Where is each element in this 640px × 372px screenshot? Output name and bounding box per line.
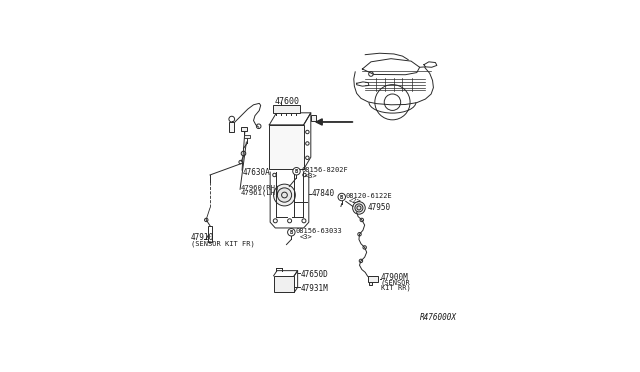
Text: <3>: <3> (305, 173, 317, 179)
Text: KIT RR): KIT RR) (381, 284, 411, 291)
Text: B: B (295, 169, 298, 174)
Bar (241, 127, 247, 131)
Text: <2>: <2> (349, 198, 362, 204)
Text: B: B (340, 195, 344, 199)
Text: 08156-8202F: 08156-8202F (301, 167, 348, 173)
Circle shape (287, 228, 295, 236)
Text: 47961(LH): 47961(LH) (241, 189, 280, 196)
Circle shape (272, 142, 291, 161)
Bar (273, 105, 300, 113)
Bar (367, 276, 378, 282)
Circle shape (355, 204, 363, 212)
Text: (SENSOR: (SENSOR (381, 279, 411, 286)
Circle shape (369, 72, 373, 76)
Text: 47910: 47910 (191, 234, 214, 243)
Text: (SENSOR KIT FR): (SENSOR KIT FR) (191, 240, 254, 247)
Bar (369, 282, 372, 285)
Bar (273, 276, 294, 292)
Text: 47960(RH): 47960(RH) (241, 184, 280, 190)
Circle shape (273, 184, 295, 206)
Text: 47900M: 47900M (381, 273, 409, 282)
Text: 47840: 47840 (312, 189, 335, 198)
Text: 47931M: 47931M (301, 283, 328, 293)
Text: <3>: <3> (300, 234, 312, 240)
Text: 47650D: 47650D (301, 270, 328, 279)
Text: 08120-6122E: 08120-6122E (346, 193, 392, 199)
Circle shape (277, 188, 292, 202)
Bar (229, 122, 234, 132)
Circle shape (292, 129, 298, 135)
Text: R476000X: R476000X (420, 313, 457, 322)
Circle shape (353, 202, 365, 214)
Text: 08156-63033: 08156-63033 (296, 228, 342, 234)
Text: 47630A: 47630A (243, 168, 270, 177)
Circle shape (276, 146, 287, 157)
Circle shape (338, 193, 346, 201)
Bar (269, 125, 303, 169)
Bar (311, 115, 316, 121)
Circle shape (292, 141, 298, 146)
Text: B: B (290, 230, 293, 235)
Circle shape (292, 155, 298, 161)
Bar (244, 135, 250, 138)
Text: 47600: 47600 (275, 97, 300, 106)
Circle shape (292, 167, 300, 175)
Bar (208, 226, 212, 242)
Text: 47950: 47950 (367, 203, 390, 212)
